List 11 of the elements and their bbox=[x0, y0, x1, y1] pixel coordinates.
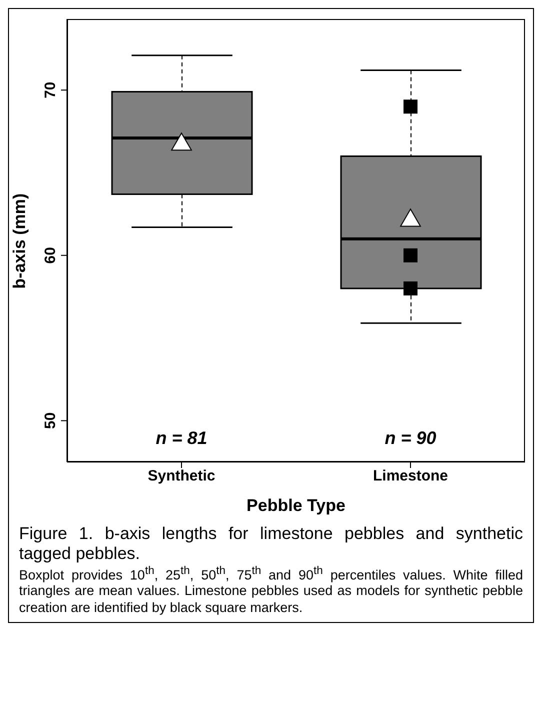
annotation: n = 90 bbox=[384, 428, 438, 449]
annotation: n = 81 bbox=[154, 428, 208, 449]
y-tick-label: 70 bbox=[42, 82, 59, 98]
x-tick-label: Limestone bbox=[372, 468, 448, 485]
caption: Figure 1. b-axis lengths for limestone pebbles and synthetic tagged pebbles. bbox=[18, 524, 524, 565]
x-axis-title: Pebble Type bbox=[246, 496, 346, 516]
x-tick-label: Synthetic bbox=[148, 468, 216, 485]
y-axis-title: b-axis (mm) bbox=[10, 192, 30, 290]
y-tick-label: 50 bbox=[42, 412, 59, 430]
y-tick-label: 60 bbox=[42, 247, 59, 264]
text: Boxplot provides 10$^{th}$, 25$^{th}$, 50$^{th}$, 75$^{th}$ and 90$^{th}$ percentiles values. White filled triangles are mean values. Limestone pebbles used as models for synthetic pebble creation are identified by black square markers. bbox=[19, 564, 523, 615]
